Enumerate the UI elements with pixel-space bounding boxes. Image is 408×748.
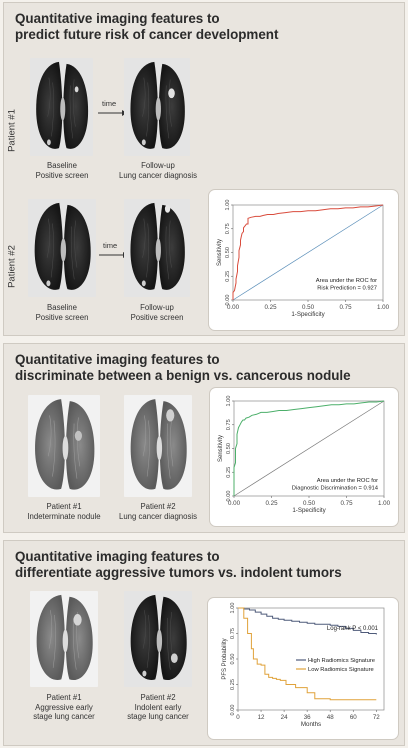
y-tick-label: 0.00 [230, 705, 236, 716]
x-tick-label: 0 [236, 714, 240, 721]
y-axis-label: Sensitivity [218, 435, 224, 462]
ct-scan-cancer [124, 395, 192, 497]
x-tick-label: 0.75 [339, 304, 352, 311]
risk-roc-chart: 0.00 0.25 0.50 0.75 1.00 0.00 0.25 0.50 0.75 1.00… [217, 200, 390, 318]
y-tick-label: 0.25 [226, 467, 232, 478]
y-axis-label: Sensitivity [217, 239, 223, 266]
x-tick-label: 0.50 [302, 304, 315, 311]
legend-entry: Low Radiomics Signature [308, 667, 374, 673]
x-tick-label: 0.25 [265, 500, 278, 507]
x-axis-label: 1-Specificity [291, 311, 325, 318]
roc-annotation: Area under the ROC for [317, 478, 378, 484]
y-tick-label: 1.00 [225, 200, 231, 211]
y-tick-label: 1.00 [226, 396, 232, 407]
time-label: time [103, 241, 118, 250]
x-tick-label: 0.00 [227, 304, 240, 311]
indolent-caption: Patient #2 Indolent early stage lung can… [127, 693, 189, 722]
y-tick-label: 0.25 [225, 271, 231, 282]
ct-scan-aggressive [30, 591, 98, 687]
followup-caption: Follow-up Lung cancer diagnosis [118, 161, 198, 180]
discrimination-roc-chart: 0.00 0.25 0.50 0.75 1.00 0.00 0.25 0.50 0.75 1.00… [218, 396, 391, 514]
x-tick-label: 24 [281, 714, 288, 721]
y-tick-label: 0.00 [225, 295, 231, 306]
survival-chart: 0.00 0.25 0.50 0.75 1.00 0 12 24 36 48 60 72 Months P… [222, 603, 385, 728]
y-tick-label: 0.50 [226, 443, 232, 454]
y-tick-label: 0.75 [230, 628, 236, 639]
ct-scan-baseline [30, 58, 93, 156]
y-tick-label: 0.75 [225, 223, 231, 234]
logrank-annotation: Log-rank P < 0.001 [327, 626, 379, 632]
panel-title: Quantitative imaging features to predict… [15, 11, 279, 42]
roc-annotation: Area under the ROC for [316, 278, 377, 284]
time-label: time [102, 99, 117, 108]
cancer-caption: Patient #2 Lung cancer diagnosis [118, 502, 198, 521]
baseline-caption: Baseline Positive screen [35, 161, 89, 180]
x-tick-label: 0.50 [303, 500, 316, 507]
x-tick-label: 0.25 [264, 304, 277, 311]
indeterminate-caption: Patient #1 Indeterminate nodule [27, 502, 101, 521]
high-signature-curve [238, 607, 377, 635]
ct-scan-indolent [124, 591, 192, 687]
y-tick-label: 0.50 [225, 247, 231, 258]
patient-2-label: Patient #2 [6, 245, 18, 288]
risk-roc-chart-box: 0.00 0.25 0.50 0.75 1.00 0.00 0.25 0.50 0.75 1.00… [208, 189, 399, 331]
x-axis-label: 1-Specificity [292, 507, 326, 514]
roc-curve-line [232, 204, 384, 300]
discrimination-roc-chart-box: 0.00 0.25 0.50 0.75 1.00 0.00 0.25 0.50 0.75 1.00… [209, 387, 399, 527]
reference-diagonal-line [232, 204, 384, 301]
ct-scan-followup [124, 58, 190, 156]
y-tick-label: 0.50 [230, 654, 236, 665]
roc-annotation: Risk Prediction = 0.927 [317, 286, 377, 292]
followup-caption: Follow-up Positive screen [130, 303, 184, 322]
survival-chart-box: 0.00 0.25 0.50 0.75 1.00 0 12 24 36 48 60 72 Months P… [207, 597, 399, 740]
reference-diagonal-line [233, 400, 385, 497]
y-tick-label: 0.75 [226, 419, 232, 430]
x-tick-label: 60 [350, 714, 357, 721]
aggressiveness-panel: Quantitative imaging features to differe… [3, 540, 405, 746]
y-tick-label: 1.00 [230, 603, 236, 614]
risk-prediction-panel: Quantitative imaging features to predict… [3, 2, 405, 336]
x-tick-label: 0.00 [228, 500, 241, 507]
x-tick-label: 1.00 [378, 500, 391, 507]
x-tick-label: 48 [327, 714, 334, 721]
x-tick-label: 36 [304, 714, 311, 721]
legend-entry: High Radiomics Signature [308, 658, 375, 664]
panel-title: Quantitative imaging features to discrim… [15, 352, 351, 383]
x-axis-label: Months [301, 721, 321, 728]
patient-1-label: Patient #1 [6, 109, 18, 152]
x-tick-label: 0.75 [340, 500, 353, 507]
y-tick-label: 0.25 [230, 679, 236, 690]
x-tick-label: 1.00 [377, 304, 390, 311]
ct-scan-indeterminate [28, 395, 100, 497]
ct-scan-followup [124, 199, 190, 297]
y-tick-label: 0.00 [226, 491, 232, 502]
roc-annotation: Diagnostic Discrimination = 0.914 [292, 486, 379, 492]
ct-scan-baseline [28, 199, 96, 297]
panel-title: Quantitative imaging features to differe… [15, 549, 342, 580]
discrimination-panel: Quantitative imaging features to discrim… [3, 343, 405, 533]
low-signature-curve [238, 607, 377, 701]
aggressive-caption: Patient #1 Aggressive early stage lung c… [33, 693, 95, 722]
x-tick-label: 12 [258, 714, 265, 721]
roc-curve-line [233, 400, 385, 496]
baseline-caption: Baseline Positive screen [35, 303, 89, 322]
x-tick-label: 72 [373, 714, 380, 721]
y-axis-label: PFS Probability [222, 638, 228, 679]
